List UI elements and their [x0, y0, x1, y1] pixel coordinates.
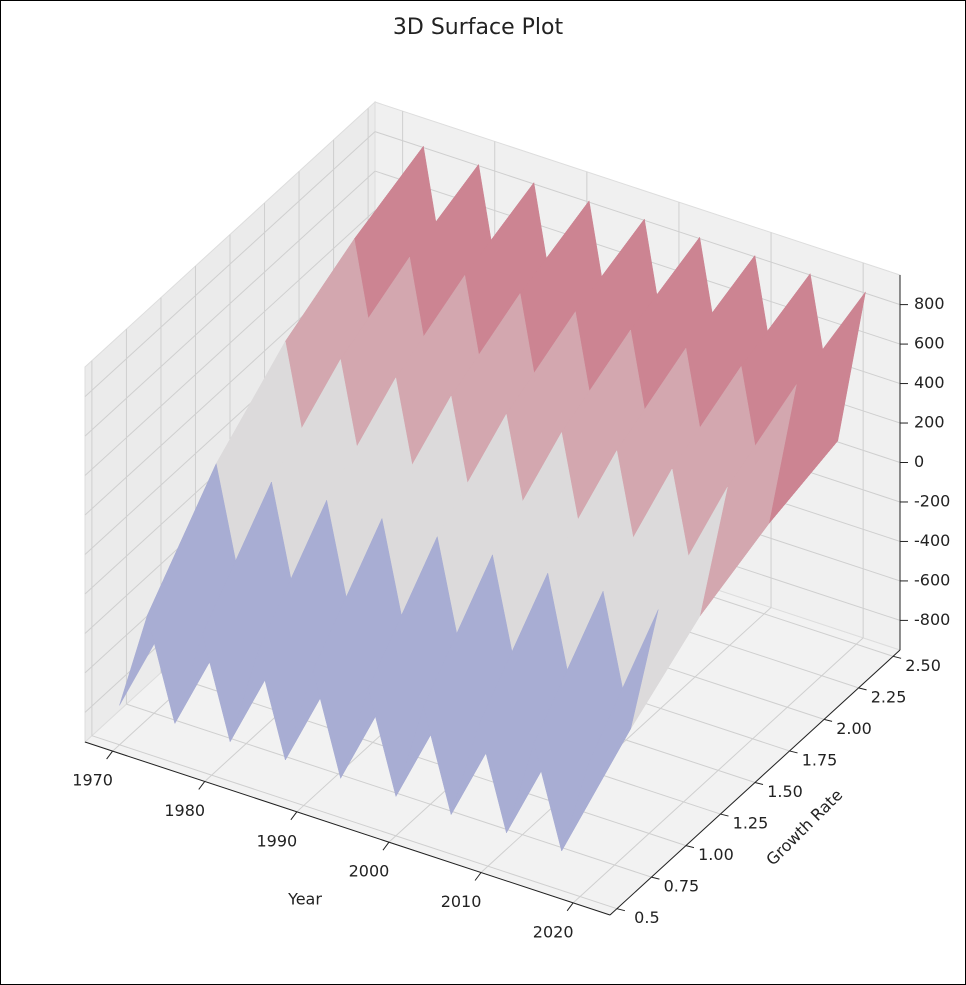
grid-line: [374, 131, 901, 306]
z-tick-label: 0: [914, 452, 924, 471]
z-tick-label: 200: [914, 413, 945, 432]
y-tick-label: 1.75: [802, 750, 838, 769]
x-tick: [474, 872, 482, 881]
x-axis-label: Year: [287, 890, 322, 909]
x-tick: [106, 750, 114, 760]
x-axis: [84, 741, 611, 916]
x-tick-label: 2020: [533, 922, 574, 941]
z-tick-label: 600: [914, 334, 945, 353]
z-tick-label: -400: [914, 531, 950, 550]
y-axis: [609, 649, 901, 916]
x-tick-label: 2000: [349, 862, 390, 881]
x-tick: [566, 902, 574, 912]
y-tick-label: 1.50: [767, 782, 803, 801]
y-tick-label: 0.75: [664, 877, 700, 896]
y-tick: [616, 908, 626, 912]
x-tick-label: 1970: [72, 771, 113, 790]
y-tick-label: 0.5: [634, 908, 659, 927]
y-tick-label: 1.25: [733, 814, 769, 833]
z-tick-label: 800: [914, 294, 945, 313]
x-tick-label: 1990: [256, 831, 297, 850]
y-tick: [858, 687, 867, 691]
z-tick-label: -800: [914, 610, 950, 629]
y-tick: [651, 876, 660, 880]
grid-line: [126, 703, 652, 878]
y-tick: [754, 782, 764, 785]
y-tick: [685, 845, 695, 849]
surface-cell: [561, 609, 659, 852]
z-tick-label: 400: [914, 373, 945, 392]
x-tick: [382, 841, 390, 851]
y-tick: [720, 813, 729, 817]
grid-line: [84, 131, 376, 397]
y-tick-label: 1.00: [698, 845, 734, 864]
grid-line: [91, 735, 618, 910]
x-tick: [198, 781, 206, 790]
z-tick-label: -600: [914, 570, 950, 589]
y-tick: [892, 655, 902, 659]
grid-line: [84, 210, 376, 476]
y-tick: [789, 750, 798, 754]
y-tick-label: 2.00: [836, 719, 872, 738]
chart-title: 3D Surface Plot: [393, 15, 564, 40]
grid-line: [84, 170, 376, 437]
y-tick: [823, 718, 833, 722]
z-tick-label: -200: [914, 491, 950, 510]
x-tick-label: 2010: [441, 892, 482, 911]
x-tick-label: 1980: [164, 801, 205, 820]
y-tick-label: 2.50: [905, 656, 941, 675]
x-tick: [290, 811, 298, 821]
y-tick-label: 2.25: [871, 687, 907, 706]
